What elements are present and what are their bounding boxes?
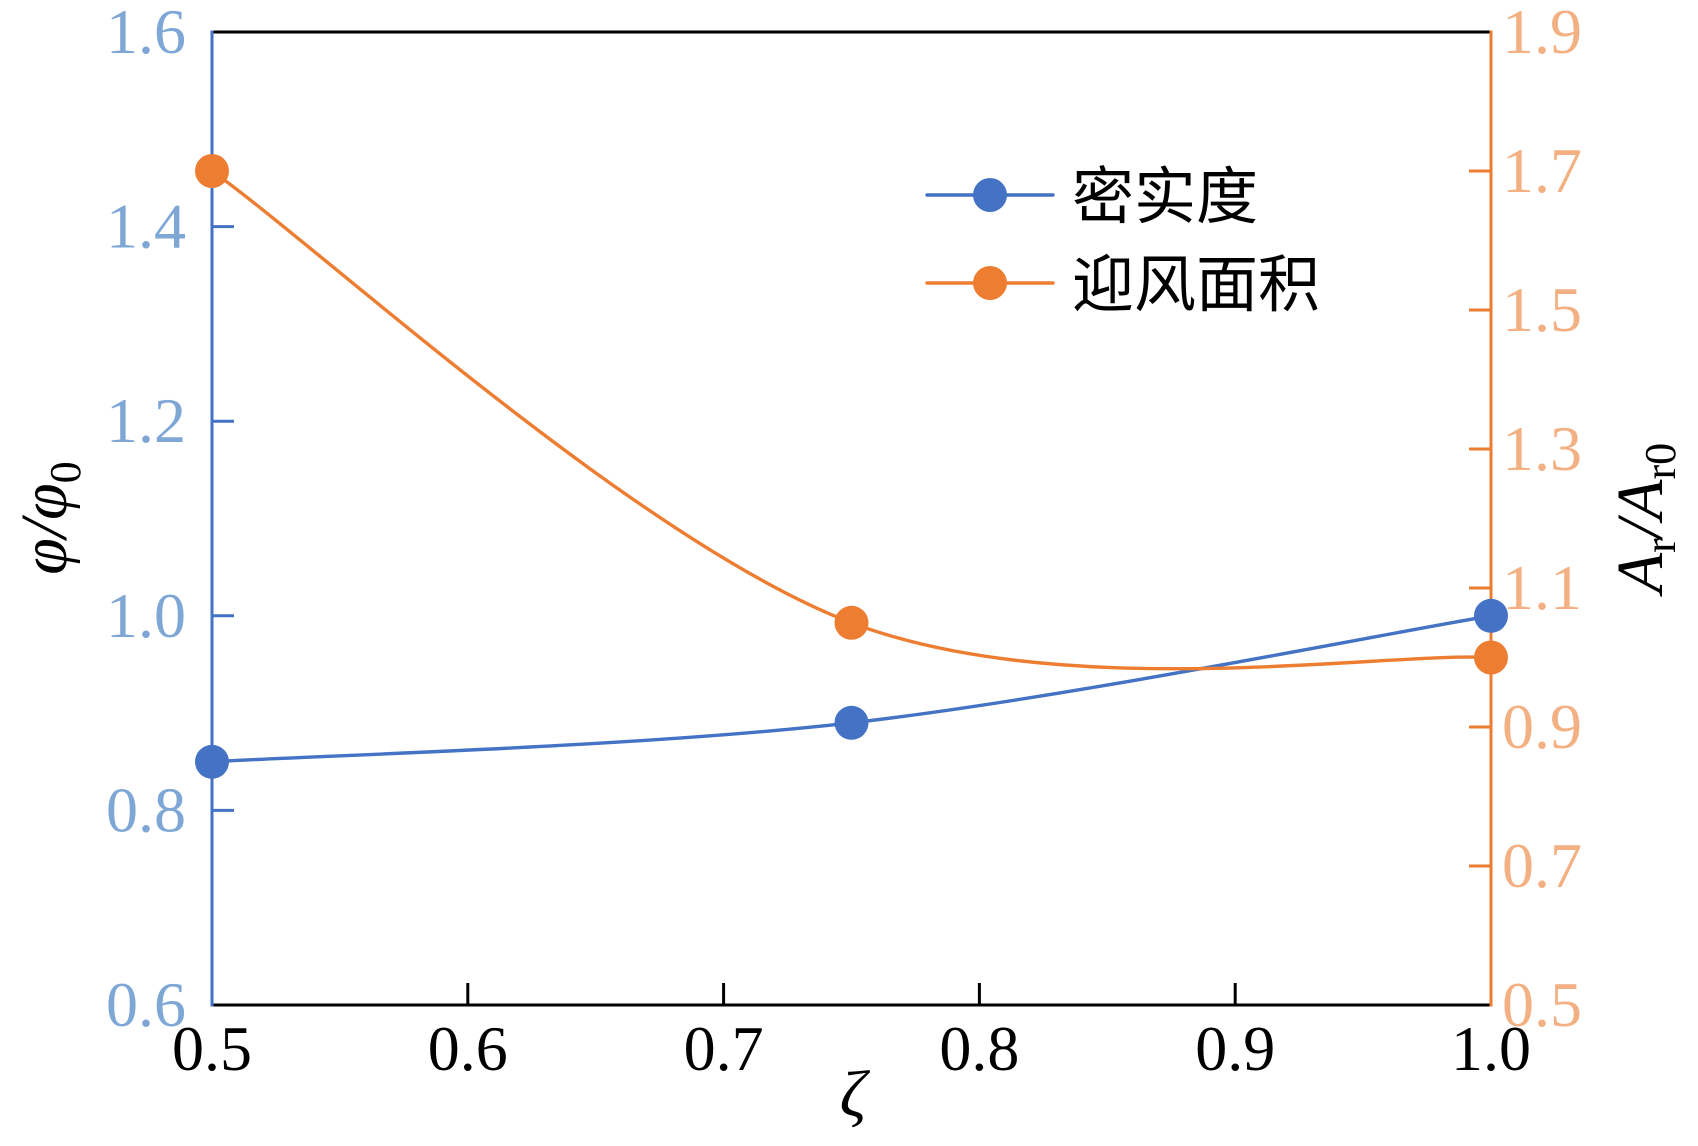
x-tick-label: 0.8 <box>939 1013 1019 1084</box>
density-point-2 <box>834 705 869 740</box>
right-y-tick-label: 1.7 <box>1502 135 1582 206</box>
right-y-tick-label: 1.5 <box>1502 274 1582 345</box>
legend-label-density: 密实度 <box>1072 160 1258 233</box>
left-y-tick-label: 0.6 <box>106 969 186 1040</box>
x-tick-label: 1.0 <box>1451 1013 1531 1084</box>
x-tick-label: 0.9 <box>1195 1013 1275 1084</box>
legend: 密实度 迎风面积 <box>925 160 1320 321</box>
left-y-tick-label: 1.0 <box>106 580 186 651</box>
right-y-tick-label: 1.3 <box>1502 413 1582 484</box>
left-y-tick-label: 1.4 <box>106 191 186 262</box>
right-y-axis-ticks: 0.5 0.7 0.9 1.1 1.3 1.5 1.7 1.9 <box>1469 0 1582 1040</box>
windward-area-point-2 <box>834 605 869 640</box>
windward-area-point-3 <box>1474 640 1508 675</box>
x-tick-label: 0.5 <box>172 1013 252 1084</box>
left-y-axis-ticks: 0.6 0.8 1.0 1.2 1.4 1.6 <box>106 0 234 1040</box>
density-point-3 <box>1474 598 1508 633</box>
right-y-tick-label: 1.1 <box>1502 552 1582 623</box>
legend-item-windward-area: 迎风面积 <box>925 248 1320 321</box>
series-points <box>195 154 1508 779</box>
plot-frame <box>210 30 1493 1007</box>
left-y-tick-label: 1.6 <box>106 0 186 67</box>
windward-area-point-1 <box>195 154 229 188</box>
x-axis-title: ζ <box>840 1058 871 1131</box>
legend-marker-windward-area <box>973 266 1007 300</box>
right-y-tick-label: 0.7 <box>1502 830 1582 901</box>
windward-area-curve <box>210 169 1493 671</box>
left-y-axis-title-denominator: φ <box>8 483 81 520</box>
left-y-tick-label: 1.2 <box>106 385 186 456</box>
x-tick-label: 0.6 <box>428 1013 508 1084</box>
right-y-axis-title-denominator: A <box>1604 479 1677 524</box>
left-y-axis-title-subscript: 0 <box>41 461 90 483</box>
right-y-axis-title-numerator-subscript: r <box>1636 538 1685 553</box>
legend-label-windward-area: 迎风面积 <box>1072 248 1320 321</box>
left-y-axis-title: φ/φ0 <box>8 461 90 574</box>
legend-item-density: 密实度 <box>925 160 1258 233</box>
x-axis-ticks: 0.5 0.6 0.7 0.8 0.9 1.0 <box>172 983 1531 1084</box>
right-y-axis-title-numerator: A <box>1604 552 1677 597</box>
right-y-tick-label: 0.9 <box>1502 691 1582 762</box>
right-y-tick-label: 1.9 <box>1502 0 1582 67</box>
x-tick-label: 0.7 <box>684 1013 764 1084</box>
density-point-1 <box>195 744 229 779</box>
right-y-axis-title-denominator-subscript: r0 <box>1636 443 1685 480</box>
left-y-axis-title-numerator: φ <box>8 538 81 575</box>
right-y-axis-title: Ar/Ar0 <box>1604 443 1685 597</box>
legend-marker-density <box>973 178 1007 212</box>
left-y-tick-label: 0.8 <box>106 774 186 845</box>
right-y-tick-label: 0.5 <box>1502 969 1582 1040</box>
